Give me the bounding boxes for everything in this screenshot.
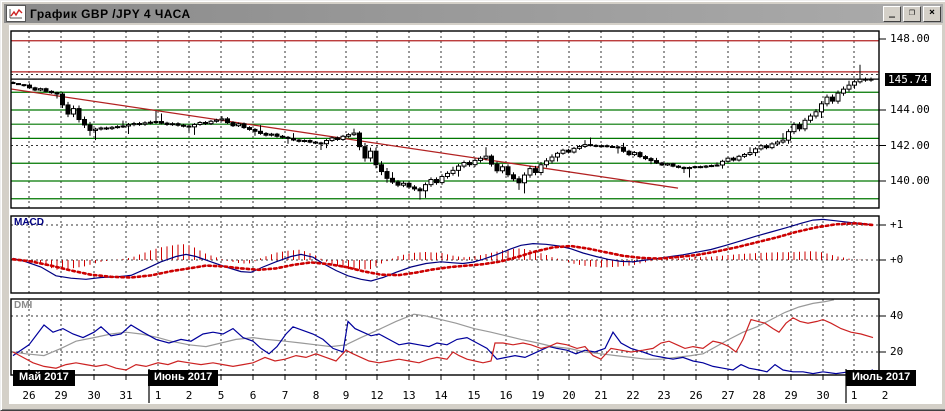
day-tick-label: 2 xyxy=(185,389,193,402)
day-tick-label: 21 xyxy=(594,389,608,402)
day-tick-label: 14 xyxy=(434,389,448,402)
month-label: Июль 2017 xyxy=(846,370,917,386)
macd-tick-label: +0 xyxy=(890,253,904,266)
month-label: Май 2017 xyxy=(13,370,75,386)
day-tick-label: 30 xyxy=(816,389,830,402)
macd-tick-label: +1 xyxy=(890,218,904,231)
day-tick-label: 9 xyxy=(342,389,350,402)
chart-icon xyxy=(6,5,26,22)
day-tick-label: 12 xyxy=(370,389,384,402)
day-tick-label: 16 xyxy=(499,389,513,402)
day-tick-label: 22 xyxy=(626,389,640,402)
maximize-button[interactable]: ❐ xyxy=(903,5,921,22)
day-tick-label: 30 xyxy=(87,389,101,402)
dmi-tick-label: 20 xyxy=(890,345,904,358)
dmi-tick-label: 40 xyxy=(890,309,904,322)
day-tick-label: 26 xyxy=(22,389,36,402)
minimize-button[interactable]: _ xyxy=(883,5,901,22)
day-tick-label: 29 xyxy=(784,389,798,402)
day-tick-label: 7 xyxy=(281,389,289,402)
day-tick-label: 28 xyxy=(752,389,766,402)
day-tick-label: 1 xyxy=(850,389,858,402)
day-tick-label: 23 xyxy=(657,389,671,402)
title-bar[interactable]: График GBP /JPY 4 ЧАСА _ ❐ × xyxy=(4,4,943,23)
price-tick-label: 148.00 xyxy=(890,32,930,45)
price-tick-label: 144.00 xyxy=(890,103,930,116)
day-tick-label: 26 xyxy=(689,389,703,402)
day-tick-label: 31 xyxy=(119,389,133,402)
close-button[interactable]: × xyxy=(923,5,941,22)
day-tick-label: 20 xyxy=(562,389,576,402)
day-tick-label: 19 xyxy=(531,389,545,402)
dmi-panel-label: DMI xyxy=(14,300,33,311)
day-tick-label: 29 xyxy=(54,389,68,402)
day-tick-label: 13 xyxy=(402,389,416,402)
current-price-badge: 145.74 xyxy=(885,73,931,87)
window-title: График GBP /JPY 4 ЧАСА xyxy=(30,6,191,21)
day-tick-label: 6 xyxy=(249,389,257,402)
day-tick-label: 5 xyxy=(217,389,225,402)
macd-panel-label: MACD xyxy=(14,217,44,228)
day-tick-label: 8 xyxy=(312,389,320,402)
price-tick-label: 140.00 xyxy=(890,174,930,187)
month-label: Июнь 2017 xyxy=(148,370,219,386)
day-tick-label: 2 xyxy=(881,389,889,402)
day-tick-label: 27 xyxy=(721,389,735,402)
day-tick-label: 1 xyxy=(154,389,162,402)
price-tick-label: 142.00 xyxy=(890,138,930,152)
day-tick-label: 15 xyxy=(467,389,481,402)
